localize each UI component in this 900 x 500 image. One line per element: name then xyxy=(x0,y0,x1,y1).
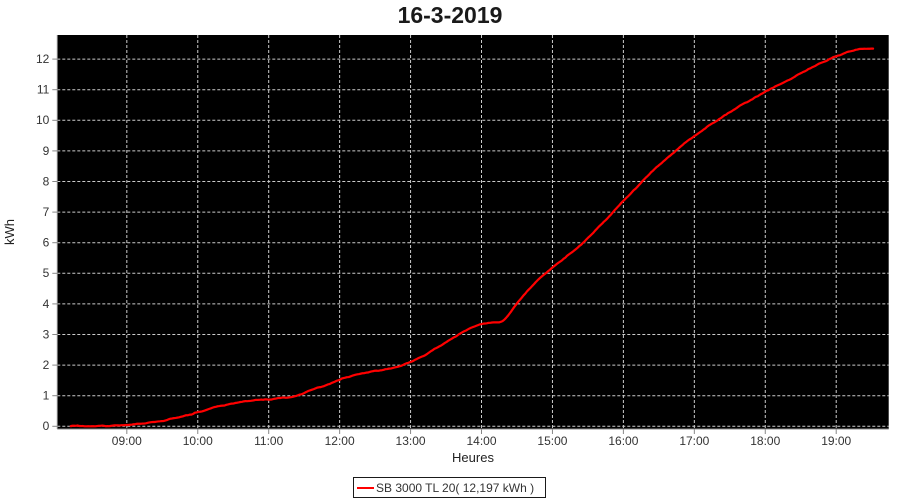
svg-text:Heures: Heures xyxy=(452,450,494,465)
svg-text:11:00: 11:00 xyxy=(254,434,283,448)
svg-text:16:00: 16:00 xyxy=(608,434,638,448)
svg-text:13:00: 13:00 xyxy=(396,434,426,448)
svg-text:5: 5 xyxy=(43,266,50,280)
svg-text:12:00: 12:00 xyxy=(325,434,355,448)
svg-text:2: 2 xyxy=(43,358,50,372)
svg-text:1: 1 xyxy=(43,389,50,403)
svg-text:10: 10 xyxy=(36,113,50,127)
svg-text:3: 3 xyxy=(43,327,50,341)
svg-text:10:00: 10:00 xyxy=(183,434,213,448)
svg-text:6: 6 xyxy=(43,236,50,250)
svg-text:0: 0 xyxy=(43,419,50,433)
svg-text:7: 7 xyxy=(43,205,50,219)
svg-text:14:00: 14:00 xyxy=(466,434,496,448)
svg-text:12: 12 xyxy=(36,52,50,66)
svg-text:19:00: 19:00 xyxy=(821,434,851,448)
svg-text:8: 8 xyxy=(43,174,50,188)
svg-text:09:00: 09:00 xyxy=(112,434,142,448)
svg-text:15:00: 15:00 xyxy=(537,434,567,448)
svg-text:17:00: 17:00 xyxy=(679,434,709,448)
svg-text:9: 9 xyxy=(43,144,50,158)
svg-text:18:00: 18:00 xyxy=(750,434,780,448)
svg-text:11: 11 xyxy=(37,83,50,97)
svg-text:kWh: kWh xyxy=(2,219,17,245)
svg-text:4: 4 xyxy=(43,297,50,311)
